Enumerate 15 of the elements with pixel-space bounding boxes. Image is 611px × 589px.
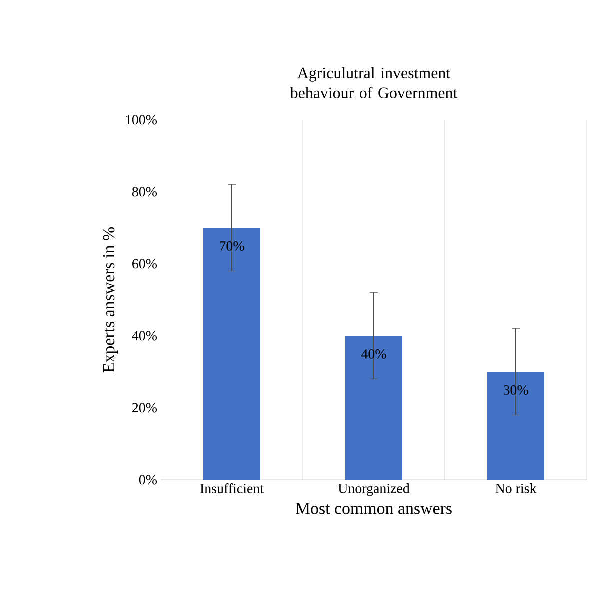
bar [346,336,403,480]
y-tick-label: 20% [132,403,158,413]
x-tick-label: No risk [496,484,537,494]
y-tick-label: 80% [132,187,158,197]
chart-title: Agriculutral investment behaviour of Government [290,67,458,98]
y-tick-label: 40% [132,331,158,341]
y-tick-label: 0% [139,475,158,485]
bar [204,228,261,480]
bar [488,372,545,480]
x-tick-label: Insufficient [200,484,264,494]
y-axis-title: Experts answers in % [103,227,118,373]
x-tick-label: Unorganized [338,484,410,496]
y-tick-label: 100% [126,115,158,125]
y-tick-label: 60% [132,259,158,269]
x-axis-title: Most common answers [296,503,452,514]
